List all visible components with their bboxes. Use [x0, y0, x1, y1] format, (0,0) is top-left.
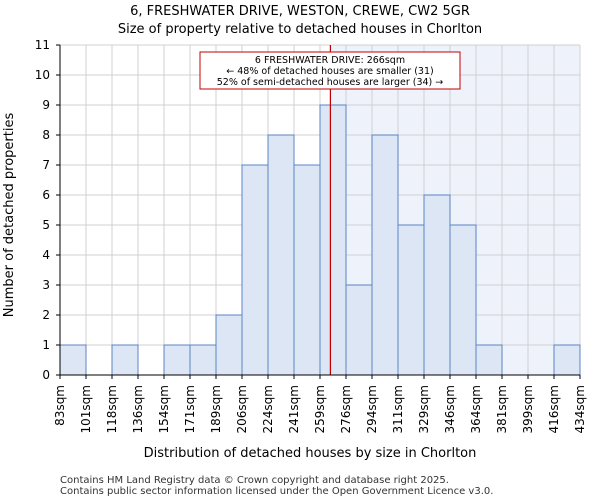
bar-10 — [319, 104, 347, 376]
bar-9 — [293, 164, 321, 376]
bar-12 — [371, 134, 399, 376]
x-tick-label-2: 118sqm — [105, 385, 119, 433]
y-tick-label-2: 2 — [42, 308, 50, 322]
x-tick-label-18: 399sqm — [521, 385, 535, 433]
x-tick-label-10: 259sqm — [313, 385, 327, 433]
x-tick-label-11: 276sqm — [339, 385, 353, 433]
bars — [59, 104, 581, 376]
x-tick-label-20: 434sqm — [573, 385, 587, 433]
x-tick-label-19: 416sqm — [547, 385, 561, 433]
x-tick-label-6: 189sqm — [209, 385, 223, 433]
x-tick-label-15: 346sqm — [443, 385, 457, 433]
x-tick-label-12: 294sqm — [365, 385, 379, 433]
bar-2 — [111, 344, 139, 376]
footer-line-1: Contains HM Land Registry data © Crown c… — [60, 475, 449, 486]
bar-0 — [59, 344, 87, 376]
y-tick-label-8: 8 — [42, 128, 50, 142]
x-tick-label-5: 171sqm — [183, 385, 197, 433]
y-tick-label-10: 10 — [35, 68, 50, 82]
annotation-larger: 52% of semi-detached houses are larger (… — [217, 77, 444, 88]
bar-11 — [345, 284, 373, 376]
x-tick-label-7: 206sqm — [235, 385, 249, 433]
y-tick-label-9: 9 — [42, 98, 50, 112]
y-tick-label-7: 7 — [42, 158, 50, 172]
y-tick-label-6: 6 — [42, 188, 50, 202]
annotation-title: 6 FRESHWATER DRIVE: 266sqm — [255, 55, 405, 66]
bar-4 — [163, 344, 191, 376]
x-tick-label-1: 101sqm — [79, 385, 93, 433]
y-tick-label-5: 5 — [42, 218, 50, 232]
x-tick-label-9: 241sqm — [287, 385, 301, 433]
marker-group: 6 FRESHWATER DRIVE: 266sqm← 48% of detac… — [199, 45, 461, 375]
x-tick-label-14: 329sqm — [417, 385, 431, 433]
chart-title: 6, FRESHWATER DRIVE, WESTON, CREWE, CW2 … — [130, 4, 470, 19]
bar-5 — [189, 344, 217, 376]
x-axis-label: Distribution of detached houses by size … — [144, 446, 477, 461]
x-tick-label-4: 154sqm — [157, 385, 171, 433]
chart-subtitle: Size of property relative to detached ho… — [118, 22, 482, 37]
y-tick-label-1: 1 — [42, 338, 50, 352]
bar-19 — [553, 344, 581, 376]
bar-15 — [449, 224, 477, 376]
bar-7 — [241, 164, 269, 376]
y-axis-label: Number of detached properties — [2, 113, 17, 318]
annotation-box — [199, 51, 461, 90]
x-ticks: 83sqm 101sqm 118sqm 136sqm 154sqm 171sqm 189sq… — [53, 375, 587, 433]
bar-6 — [215, 314, 243, 376]
bar-8 — [267, 134, 295, 376]
y-tick-label-3: 3 — [42, 278, 50, 292]
bar-14 — [423, 194, 451, 376]
x-tick-label-13: 311sqm — [391, 385, 405, 433]
bar-16 — [475, 344, 503, 376]
y-tick-label-0: 0 — [42, 368, 50, 382]
footer-line-2: Contains public sector information licen… — [60, 486, 493, 497]
x-tick-label-8: 224sqm — [261, 385, 275, 433]
bar-13 — [397, 224, 425, 376]
x-tick-label-16: 364sqm — [469, 385, 483, 433]
x-tick-label-17: 381sqm — [495, 385, 509, 433]
annotation-smaller: ← 48% of detached houses are smaller (31… — [226, 66, 433, 77]
x-tick-label-0: 83sqm — [53, 385, 67, 426]
y-ticks: 0 1 2 3 4 5 6 7 8 9 10 11 — [35, 38, 60, 382]
y-tick-label-4: 4 — [42, 248, 50, 262]
x-tick-label-3: 136sqm — [131, 385, 145, 433]
y-tick-label-11: 11 — [35, 38, 50, 52]
